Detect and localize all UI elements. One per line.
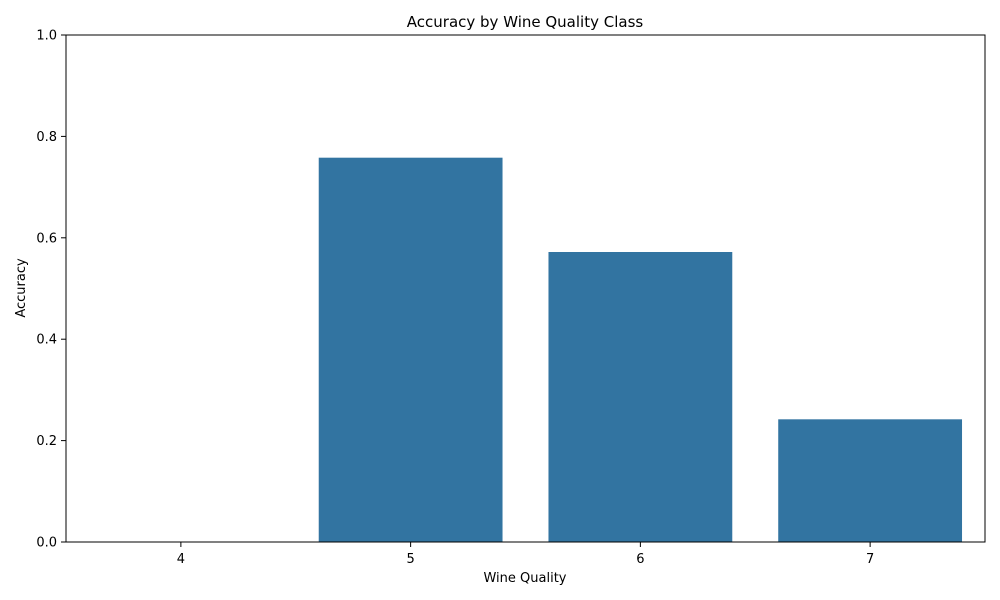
chart-title: Accuracy by Wine Quality Class xyxy=(407,13,644,31)
y-axis-label: Accuracy xyxy=(14,258,29,318)
y-tick-label: 0.4 xyxy=(36,333,57,348)
x-tick-label: 4 xyxy=(177,552,185,567)
x-axis-label: Wine Quality xyxy=(483,571,566,586)
bar-7 xyxy=(778,419,963,542)
x-tick-label: 6 xyxy=(636,552,644,567)
x-tick-label: 5 xyxy=(406,552,414,567)
y-axis-ticks: 0.0 0.2 0.4 0.6 0.8 1.0 xyxy=(36,29,66,551)
y-tick-label: 0.6 xyxy=(36,231,57,246)
bar-5 xyxy=(318,157,503,542)
x-axis-ticks: 4 5 6 7 xyxy=(177,542,874,567)
y-tick-label: 0.2 xyxy=(36,434,57,449)
y-tick-label: 0.0 xyxy=(36,536,57,551)
bar-6 xyxy=(548,252,733,542)
y-tick-label: 1.0 xyxy=(36,29,57,44)
bars-group xyxy=(318,157,963,542)
y-tick-label: 0.8 xyxy=(36,130,57,145)
plot-frame xyxy=(65,34,986,543)
x-tick-label: 7 xyxy=(866,552,874,567)
